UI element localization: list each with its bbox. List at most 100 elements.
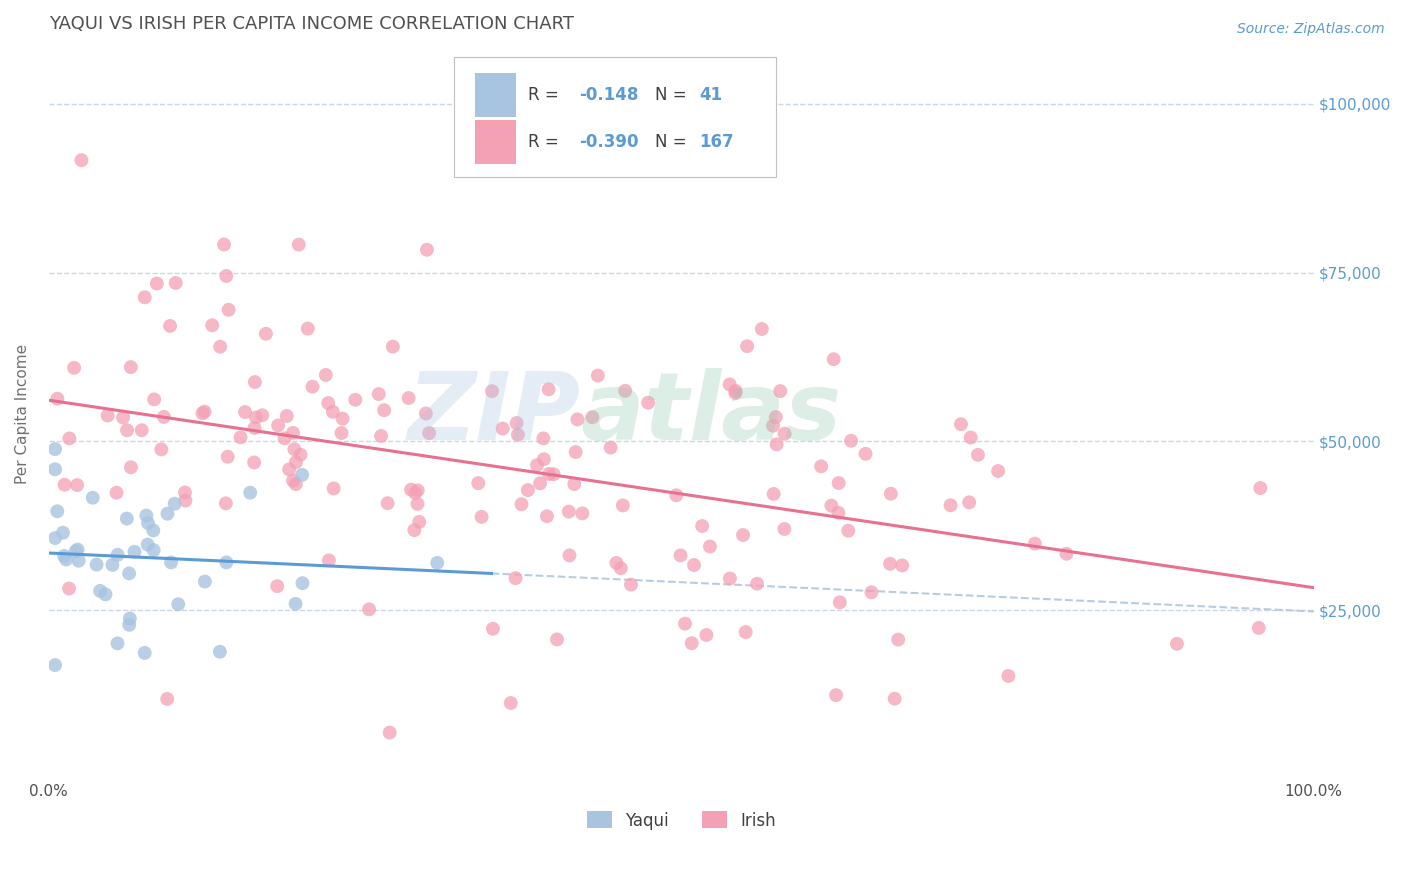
Point xyxy=(86,558,108,572)
Point xyxy=(967,448,990,462)
FancyBboxPatch shape xyxy=(454,57,776,178)
Point xyxy=(153,409,176,424)
Point xyxy=(1166,637,1188,651)
Point xyxy=(53,477,76,491)
Point xyxy=(316,396,339,410)
Point xyxy=(564,445,586,459)
Point xyxy=(118,617,141,632)
Point xyxy=(378,725,401,739)
Point xyxy=(683,558,706,572)
Point xyxy=(828,595,851,609)
Point xyxy=(820,499,842,513)
Point xyxy=(105,485,128,500)
Point xyxy=(165,276,187,290)
Point xyxy=(215,555,238,569)
Point xyxy=(136,538,159,552)
Point xyxy=(599,441,621,455)
Point xyxy=(718,572,741,586)
Point xyxy=(883,691,905,706)
Point xyxy=(745,576,768,591)
Point xyxy=(142,524,165,538)
Point xyxy=(695,628,717,642)
Point xyxy=(482,622,505,636)
Point xyxy=(404,486,426,500)
Point xyxy=(245,410,267,425)
Point xyxy=(107,548,129,562)
Point xyxy=(281,425,304,440)
Point xyxy=(734,625,756,640)
Point xyxy=(297,321,319,335)
Point xyxy=(373,403,395,417)
Point xyxy=(344,392,367,407)
Point xyxy=(118,611,141,625)
Point xyxy=(471,509,494,524)
Point xyxy=(531,431,554,445)
Point xyxy=(810,459,832,474)
Point xyxy=(533,452,555,467)
Point xyxy=(291,467,314,482)
Point xyxy=(724,384,747,398)
Point xyxy=(543,467,565,482)
Point xyxy=(536,509,558,524)
Point xyxy=(229,430,252,444)
Point xyxy=(370,429,392,443)
Point xyxy=(839,434,862,448)
Point xyxy=(288,237,311,252)
Point xyxy=(506,427,529,442)
Point xyxy=(510,497,533,511)
Point xyxy=(159,318,181,333)
Point xyxy=(67,554,90,568)
Point xyxy=(146,277,169,291)
Point xyxy=(201,318,224,333)
Point xyxy=(174,493,197,508)
Point xyxy=(408,515,430,529)
Point xyxy=(891,558,914,573)
Text: YAQUI VS IRISH PER CAPITA INCOME CORRELATION CHART: YAQUI VS IRISH PER CAPITA INCOME CORRELA… xyxy=(49,15,574,33)
Point xyxy=(44,658,66,673)
Point xyxy=(605,556,627,570)
Point xyxy=(773,426,796,441)
Text: R =: R = xyxy=(529,86,564,103)
Point xyxy=(318,553,340,567)
Point xyxy=(58,432,80,446)
Point xyxy=(1024,536,1046,550)
Point xyxy=(322,405,344,419)
Point xyxy=(735,339,758,353)
Point xyxy=(284,477,307,491)
Point xyxy=(612,499,634,513)
Point xyxy=(243,375,266,389)
Point xyxy=(243,421,266,435)
Point xyxy=(762,487,785,501)
Point xyxy=(581,410,603,425)
Point xyxy=(332,411,354,425)
Point xyxy=(418,425,440,440)
Point xyxy=(537,382,560,396)
Point xyxy=(481,384,503,399)
Point xyxy=(243,455,266,469)
Point xyxy=(614,384,637,398)
FancyBboxPatch shape xyxy=(475,120,516,164)
Point xyxy=(44,531,66,545)
Point xyxy=(194,574,217,589)
Point xyxy=(1249,481,1271,495)
Text: ZIP: ZIP xyxy=(408,368,581,460)
Point xyxy=(115,423,138,437)
Point xyxy=(751,322,773,336)
Text: R =: R = xyxy=(529,133,564,151)
Point xyxy=(315,368,337,382)
Point xyxy=(773,522,796,536)
Point xyxy=(558,505,581,519)
Point xyxy=(217,450,239,464)
Point xyxy=(66,478,89,492)
Point xyxy=(174,485,197,500)
Point xyxy=(120,460,142,475)
Text: N =: N = xyxy=(655,133,692,151)
Point xyxy=(669,549,692,563)
Point xyxy=(322,482,344,496)
Point xyxy=(860,585,883,599)
Point xyxy=(762,418,785,433)
Text: 167: 167 xyxy=(699,133,734,151)
Point xyxy=(97,409,120,423)
Point xyxy=(156,507,179,521)
Point xyxy=(537,467,560,481)
